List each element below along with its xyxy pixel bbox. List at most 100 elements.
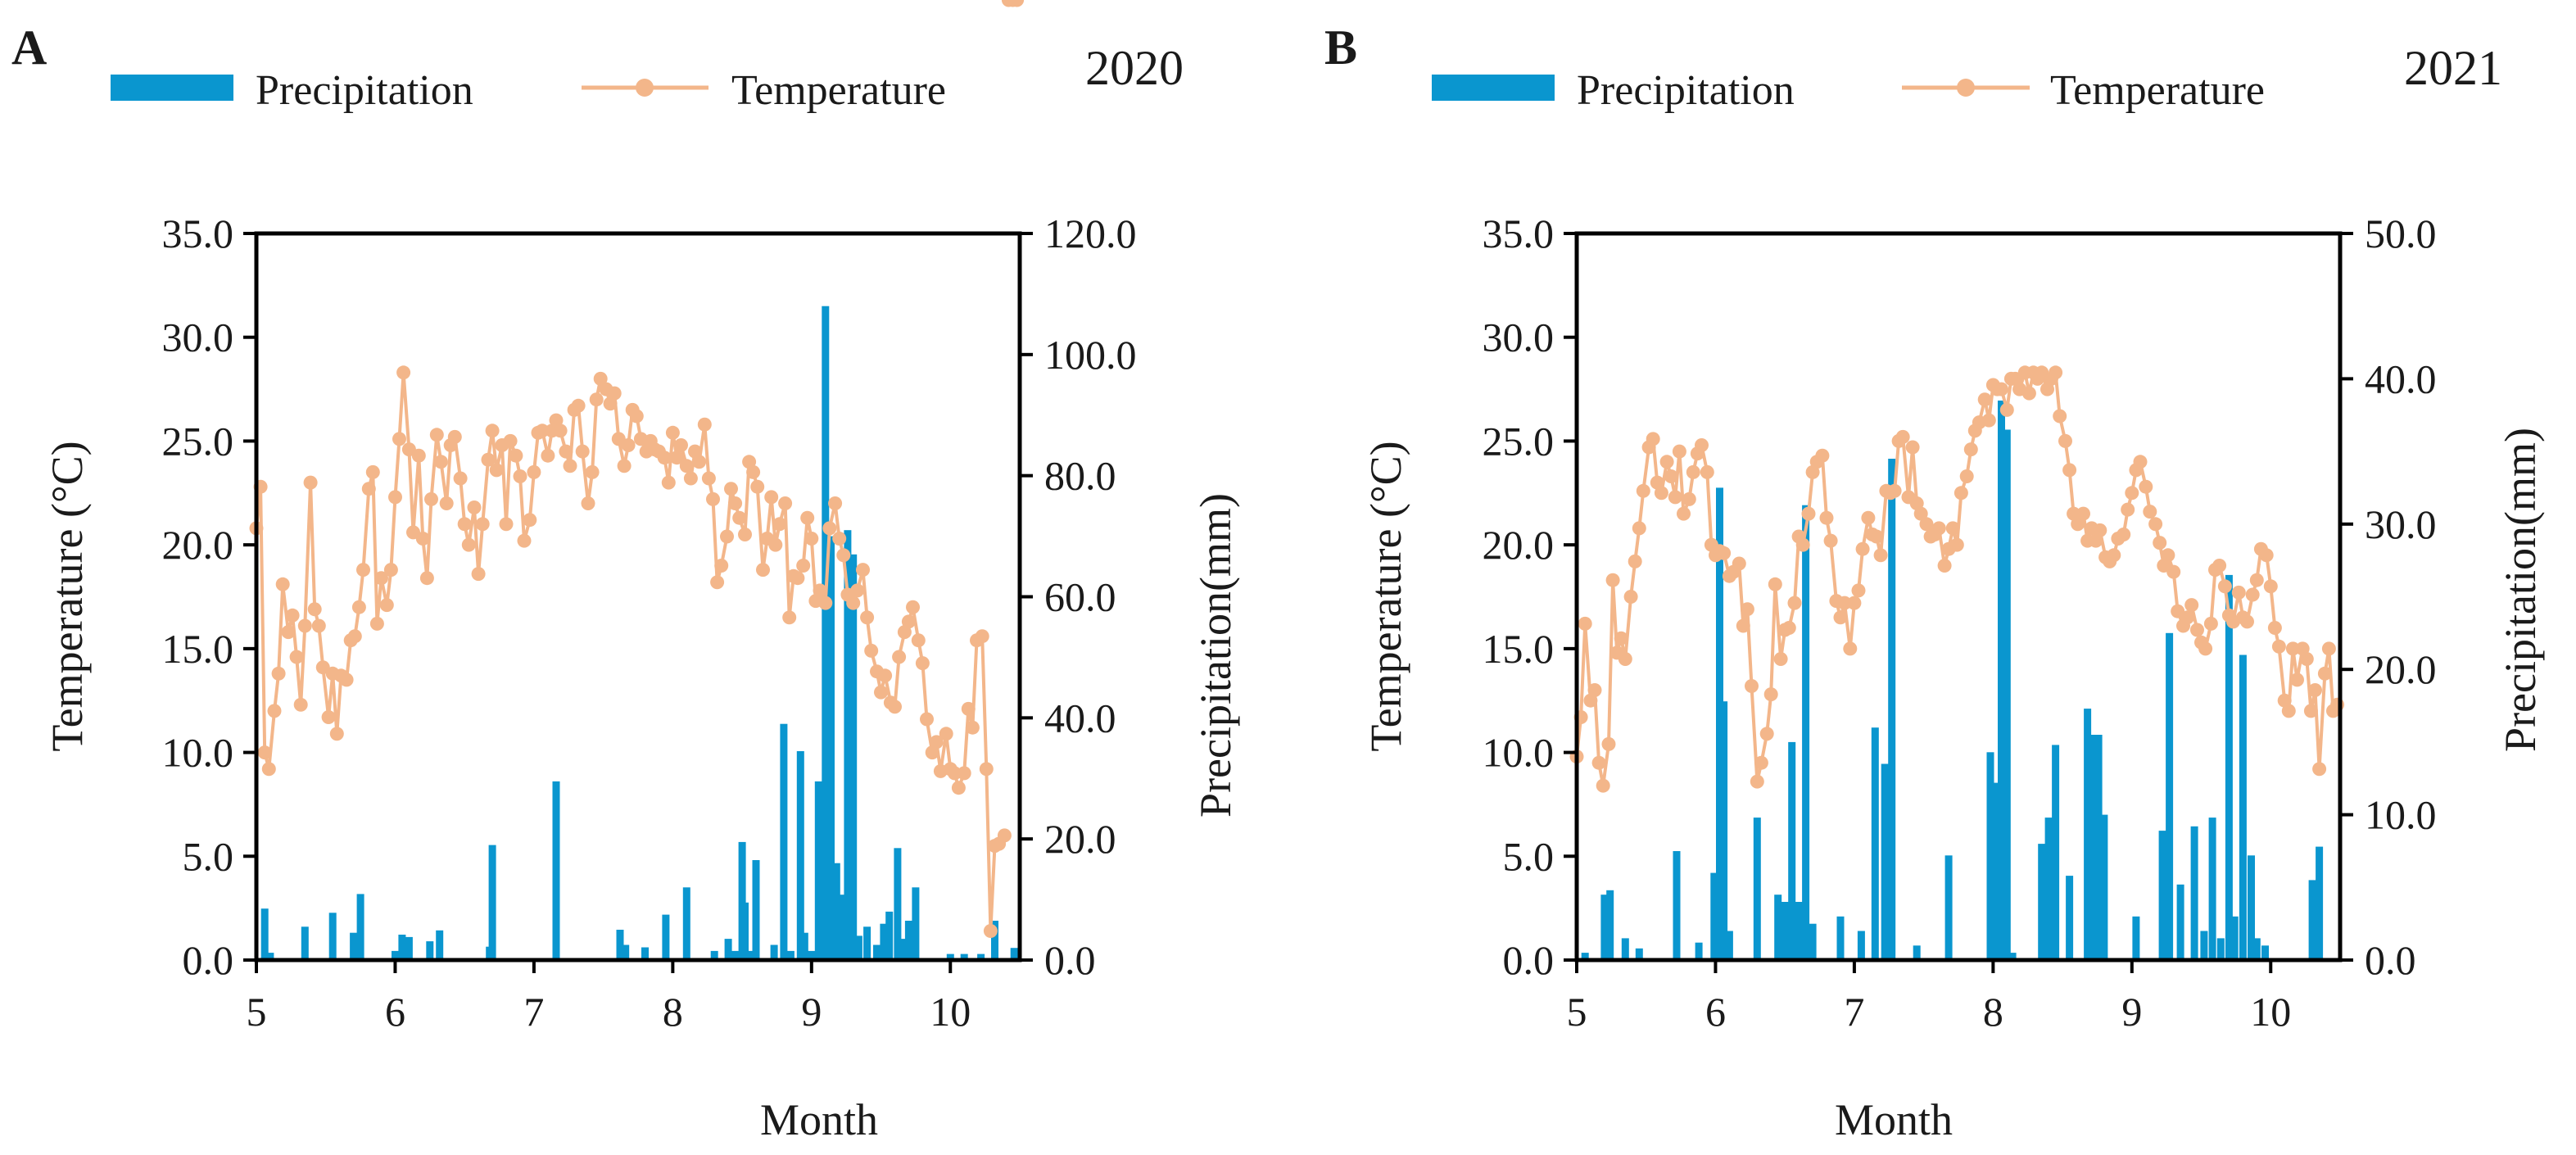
temperature-point <box>961 701 976 716</box>
temperature-point <box>878 668 893 683</box>
temperature-point <box>2143 505 2157 519</box>
precipitation-bar <box>738 841 746 960</box>
y-tick-label: 30.0 <box>1483 315 1555 360</box>
temperature-point <box>2231 585 2246 600</box>
temperature-point <box>293 697 308 712</box>
precipitation-bar <box>880 923 888 960</box>
precipitation-bar <box>1781 902 1789 960</box>
temperature-point <box>796 559 811 573</box>
temperature-point <box>1618 652 1632 666</box>
temperature-point <box>720 529 734 544</box>
y-tick-label: 15.0 <box>162 626 234 672</box>
precipitation-bar <box>1836 916 1845 960</box>
precipitation-bar <box>2089 735 2097 960</box>
temperature-point <box>392 432 406 446</box>
plot-frame <box>254 231 1022 962</box>
temperature-point <box>261 762 276 777</box>
precipitation-bar <box>904 921 912 960</box>
legend: Precipitation Temperature <box>1432 67 2265 114</box>
precipitation-bar <box>682 887 690 960</box>
temperature-point <box>429 428 444 442</box>
precipitation-bar <box>356 894 364 960</box>
precipitation-bar <box>854 935 862 960</box>
precipitation-bar <box>2066 876 2074 960</box>
precipitation-bar <box>1695 942 1703 960</box>
temperature-point <box>2121 502 2135 517</box>
precipitation-bar <box>1720 701 1728 960</box>
precipitation-bar <box>1888 459 1896 960</box>
x-tick-label: 10 <box>2250 989 2291 1035</box>
temperature-point <box>2021 386 2036 401</box>
x-axis: 5 6 7 8 9 10 <box>1567 960 2291 1035</box>
temperature-point <box>267 704 282 718</box>
temperature-point <box>951 781 966 795</box>
panel-label: B <box>1324 20 1357 75</box>
temperature-point <box>2312 762 2327 777</box>
temperature-point <box>836 548 851 563</box>
precipitation-bar <box>786 950 795 960</box>
temperature-point <box>2161 548 2175 563</box>
temperature-point <box>593 371 608 386</box>
temperature-point <box>732 510 747 525</box>
x-axis-title: Month <box>760 1095 878 1144</box>
temperature-point <box>864 643 879 658</box>
y2-tick-label: 50.0 <box>2365 211 2437 256</box>
temperature-point <box>901 614 916 629</box>
temperature-point <box>692 455 707 469</box>
precipitation-bar <box>1913 945 1921 960</box>
temperature-point <box>939 727 953 741</box>
temperature-point <box>489 463 504 478</box>
precipitation-bar <box>2308 880 2316 960</box>
temperature-point <box>1843 641 1858 656</box>
temperature-point <box>2053 409 2067 424</box>
temperature-point <box>2308 683 2322 697</box>
temperature-point <box>1787 596 1802 610</box>
precipitation-bar <box>2200 931 2208 960</box>
precipitation-bar <box>2100 814 2108 960</box>
precipitation-bar <box>1606 890 1614 960</box>
precipitation-bar <box>2252 938 2261 960</box>
temperature-point <box>1919 517 1934 532</box>
temperature-point <box>297 618 312 633</box>
temperature-point <box>553 424 568 438</box>
precipitation-bar <box>894 848 902 960</box>
temperature-point <box>396 365 411 380</box>
temperature-point <box>513 469 527 483</box>
precipitation-bar <box>552 781 560 960</box>
precipitation-bar <box>2208 818 2216 960</box>
temperature-point <box>920 712 934 727</box>
legend-temperature-marker <box>636 79 654 97</box>
y-tick-label: 0.0 <box>1503 937 1555 983</box>
temperature-point <box>710 575 725 590</box>
panel-a: A Precipitation Temperature 2020 0.0 5.0 1… <box>11 0 1240 1144</box>
precipitation-bar <box>741 902 749 960</box>
temperature-point <box>523 513 537 528</box>
temperature-point <box>411 448 426 463</box>
temperature-point <box>571 398 586 413</box>
x-tick-label: 7 <box>523 989 544 1035</box>
temperature-point <box>1664 469 1678 483</box>
precipitation-bar <box>838 895 846 960</box>
y2-tick-label: 0.0 <box>2365 937 2416 983</box>
chart-title-year: 2021 <box>2404 41 2502 95</box>
y2-tick-label: 10.0 <box>2365 792 2437 838</box>
temperature-point <box>471 567 486 582</box>
precipitation-bar <box>832 863 840 960</box>
y-axis-title: Temperature (°C) <box>1361 441 1410 751</box>
temperature-point <box>1601 736 1616 751</box>
temperature-point <box>1717 546 1732 560</box>
x-axis: 5 6 7 8 9 10 <box>247 960 971 1035</box>
temperature-point <box>1587 683 1602 697</box>
precipitation-bar <box>641 947 649 960</box>
legend-temperature-label: Temperature <box>2050 67 2265 114</box>
precipitation-bar <box>710 950 718 960</box>
temperature-point <box>475 517 490 532</box>
legend-precipitation-swatch <box>1432 75 1555 101</box>
temperature-point <box>1869 529 1884 544</box>
y-tick-label: 25.0 <box>1483 418 1555 464</box>
precipitation-bar <box>724 939 732 960</box>
temperature-point <box>415 532 430 546</box>
y2-tick-label: 80.0 <box>1044 453 1116 499</box>
temperature-point <box>1763 687 1778 702</box>
precipitation-bar <box>977 953 985 960</box>
